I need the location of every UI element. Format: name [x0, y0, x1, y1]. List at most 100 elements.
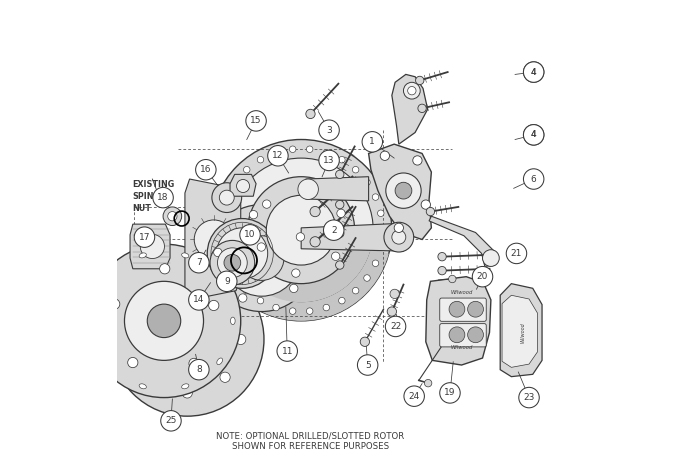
Circle shape — [468, 301, 484, 317]
Circle shape — [207, 219, 277, 288]
Text: 4: 4 — [531, 130, 536, 140]
Circle shape — [506, 243, 526, 264]
Circle shape — [364, 275, 370, 281]
Circle shape — [266, 195, 336, 265]
Circle shape — [237, 179, 250, 193]
Circle shape — [372, 194, 379, 200]
Polygon shape — [502, 295, 538, 367]
Circle shape — [229, 158, 373, 302]
Circle shape — [129, 334, 139, 345]
Circle shape — [395, 182, 412, 199]
Circle shape — [360, 337, 370, 346]
Circle shape — [218, 248, 247, 278]
Circle shape — [127, 358, 138, 368]
Circle shape — [380, 151, 389, 160]
Polygon shape — [230, 174, 256, 196]
Circle shape — [426, 207, 435, 216]
Circle shape — [218, 210, 225, 217]
Ellipse shape — [182, 384, 189, 389]
Circle shape — [220, 297, 230, 307]
Circle shape — [332, 252, 340, 260]
Ellipse shape — [217, 277, 223, 284]
Text: EXISTING
SPINDLE
NUT: EXISTING SPINDLE NUT — [132, 180, 174, 213]
Circle shape — [384, 222, 414, 252]
Circle shape — [161, 411, 181, 431]
Circle shape — [352, 287, 359, 294]
Circle shape — [372, 260, 379, 266]
Circle shape — [182, 388, 192, 398]
Text: 2: 2 — [331, 226, 337, 235]
Circle shape — [239, 294, 247, 302]
Circle shape — [318, 150, 340, 171]
Circle shape — [273, 304, 279, 311]
Text: 24: 24 — [409, 392, 420, 401]
Circle shape — [318, 120, 340, 140]
Circle shape — [323, 304, 330, 311]
Circle shape — [195, 159, 216, 180]
Text: 11: 11 — [281, 346, 293, 356]
Circle shape — [339, 298, 345, 304]
Circle shape — [134, 227, 155, 247]
Circle shape — [219, 190, 234, 205]
Circle shape — [223, 260, 230, 266]
Text: 18: 18 — [158, 193, 169, 202]
Circle shape — [248, 177, 355, 284]
Circle shape — [364, 179, 370, 186]
Circle shape — [298, 179, 318, 199]
Text: Wilwood: Wilwood — [450, 345, 473, 350]
Circle shape — [224, 254, 241, 271]
Circle shape — [194, 220, 233, 259]
Circle shape — [310, 206, 320, 217]
Circle shape — [277, 341, 297, 361]
Circle shape — [273, 150, 279, 156]
Circle shape — [377, 244, 384, 250]
Polygon shape — [429, 216, 494, 266]
Ellipse shape — [182, 253, 189, 258]
Ellipse shape — [93, 317, 97, 325]
Circle shape — [140, 234, 164, 259]
Text: 22: 22 — [390, 322, 401, 331]
Circle shape — [289, 146, 296, 153]
Circle shape — [524, 125, 544, 145]
Circle shape — [337, 209, 345, 218]
Circle shape — [160, 264, 170, 274]
Circle shape — [416, 76, 424, 85]
Circle shape — [182, 281, 192, 291]
Circle shape — [289, 308, 296, 314]
Circle shape — [449, 327, 465, 343]
Circle shape — [524, 169, 544, 189]
Circle shape — [216, 227, 223, 233]
Text: 17: 17 — [139, 232, 150, 242]
Text: 4: 4 — [531, 130, 536, 140]
Circle shape — [88, 244, 241, 398]
Circle shape — [424, 379, 432, 387]
Circle shape — [218, 244, 225, 250]
Text: 9: 9 — [224, 277, 230, 286]
Circle shape — [267, 146, 288, 166]
Circle shape — [223, 220, 300, 296]
Circle shape — [262, 200, 271, 208]
Circle shape — [111, 263, 264, 416]
Polygon shape — [130, 224, 170, 269]
Circle shape — [335, 200, 344, 209]
Circle shape — [418, 104, 426, 113]
Circle shape — [524, 62, 544, 82]
Circle shape — [188, 252, 209, 273]
Circle shape — [394, 223, 403, 232]
Ellipse shape — [230, 317, 235, 325]
Circle shape — [407, 86, 416, 95]
Ellipse shape — [106, 277, 111, 284]
Text: 8: 8 — [196, 365, 202, 374]
Text: 16: 16 — [200, 165, 211, 174]
Circle shape — [438, 252, 447, 261]
Circle shape — [239, 236, 284, 280]
Ellipse shape — [217, 358, 223, 365]
Circle shape — [209, 300, 219, 311]
Circle shape — [110, 299, 120, 309]
Circle shape — [468, 327, 484, 343]
Text: 14: 14 — [193, 295, 204, 305]
Circle shape — [390, 289, 399, 299]
Circle shape — [257, 243, 265, 251]
Circle shape — [377, 210, 384, 217]
Text: Wilwood: Wilwood — [450, 290, 473, 294]
